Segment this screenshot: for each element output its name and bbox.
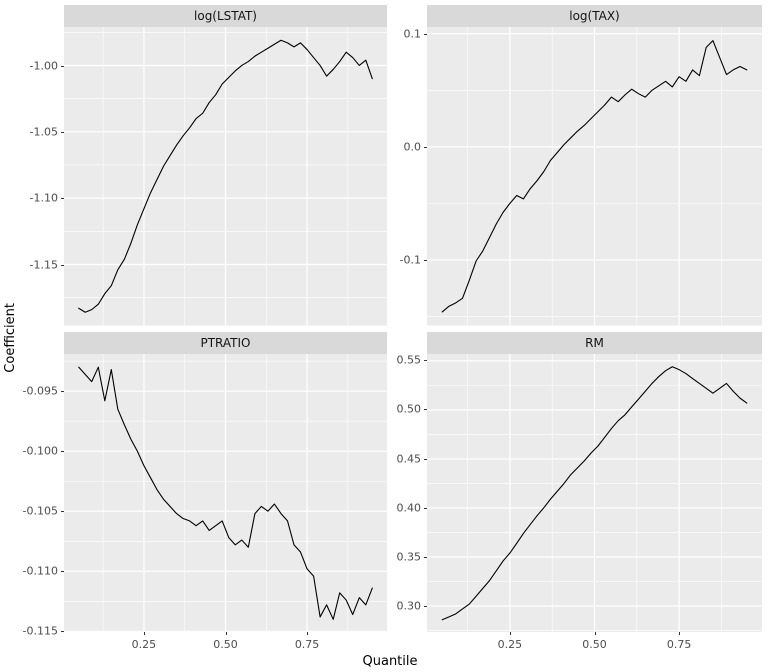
y-tick-mark	[61, 198, 64, 200]
line-plot-log-tax	[427, 27, 762, 326]
x-tick-label: 0.25	[131, 638, 157, 651]
x-tick-label: 0.25	[497, 638, 523, 651]
y-tick-mark	[424, 458, 427, 460]
facet-strip-label: log(TAX)	[569, 9, 620, 23]
line-plot-ptratio	[64, 353, 387, 632]
x-tick-label: 0.75	[294, 638, 320, 651]
x-tick-label: 0.50	[582, 638, 607, 651]
y-axis-ptratio: -0.115 -0.110 -0.105 -0.100 -0.095	[18, 354, 64, 638]
y-tick-mark	[61, 511, 64, 513]
y-tick-mark	[424, 605, 427, 607]
y-tick-mark	[424, 409, 427, 411]
line-plot-log-lstat	[64, 27, 387, 326]
facet-grid: log(LSTAT) -1.15 -1.10 -1.05 -1.00 log(TAX)…	[18, 5, 762, 652]
panel-log-lstat	[64, 27, 387, 326]
x-tick-mark	[594, 632, 596, 635]
y-tick-label: -0.100	[22, 444, 58, 458]
panel-rm	[427, 353, 762, 632]
y-tick-mark	[424, 556, 427, 558]
y-tick-mark	[424, 360, 427, 362]
y-tick-label: 0.35	[396, 550, 422, 564]
facet-log-tax: log(TAX) -0.1 0.0 0.1	[393, 5, 762, 326]
y-tick-mark	[61, 571, 64, 573]
x-tick-mark	[679, 632, 681, 635]
facet-strip-label: RM	[585, 335, 604, 350]
facet-strip-label: log(LSTAT)	[194, 9, 257, 23]
x-tick-mark	[225, 632, 227, 635]
facet-strip-label: PTRATIO	[200, 335, 251, 350]
y-tick-mark	[61, 131, 64, 133]
y-tick-label: -1.15	[29, 258, 58, 272]
y-tick-mark	[61, 450, 64, 452]
x-tick-mark	[509, 632, 511, 635]
y-tick-label: 0.45	[396, 452, 422, 466]
y-tick-label: -1.05	[29, 125, 58, 139]
x-axis-ptratio: 0.25 0.50 0.75	[64, 632, 387, 652]
x-axis-rm: 0.25 0.50 0.75	[427, 632, 762, 652]
y-axis-log-tax: -0.1 0.0 0.1	[393, 27, 427, 326]
y-tick-label: 0.50	[396, 402, 422, 416]
facet-strip: log(TAX)	[427, 5, 762, 27]
x-tick-label: 0.50	[213, 638, 238, 651]
y-tick-label: -0.110	[22, 564, 58, 578]
facet-rm: RM 0.30 0.35 0.40 0.45 0.50 0.55 0.25 0.50 0.75	[393, 331, 762, 653]
y-tick-label: -1.10	[29, 191, 58, 205]
y-tick-mark	[61, 390, 64, 392]
y-axis-title-label: Coefficient	[2, 302, 18, 373]
y-tick-label: 0.0	[403, 140, 422, 154]
x-axis-title: Quantile	[18, 652, 762, 670]
facet-strip: PTRATIO	[64, 331, 387, 354]
y-tick-mark	[61, 631, 64, 633]
panel-log-tax	[427, 27, 762, 326]
y-tick-mark	[424, 507, 427, 509]
y-tick-label: -0.115	[22, 624, 58, 638]
x-tick-mark	[143, 632, 145, 635]
line-plot-rm	[427, 353, 762, 632]
y-tick-label: -0.095	[22, 384, 58, 398]
x-tick-mark	[307, 632, 309, 635]
x-axis-title-label: Quantile	[362, 653, 418, 669]
y-tick-mark	[424, 147, 427, 149]
plot-area: log(LSTAT) -1.15 -1.10 -1.05 -1.00 log(TAX)…	[18, 5, 762, 670]
y-tick-mark	[61, 264, 64, 266]
facet-strip: log(LSTAT)	[64, 5, 387, 27]
facet-strip: RM	[427, 331, 762, 354]
y-tick-label: -0.105	[22, 504, 58, 518]
panel-ptratio	[64, 353, 387, 632]
y-tick-mark	[424, 260, 427, 262]
y-tick-mark	[61, 65, 64, 67]
y-tick-label: 0.1	[403, 27, 422, 41]
y-axis-rm: 0.30 0.35 0.40 0.45 0.50 0.55	[393, 354, 427, 633]
y-tick-label: 0.40	[396, 501, 422, 515]
x-tick-label: 0.75	[666, 638, 692, 651]
y-axis-title: Coefficient	[2, 5, 18, 670]
y-tick-label: -1.00	[29, 59, 58, 73]
y-tick-label: 0.30	[396, 599, 422, 613]
y-tick-mark	[424, 33, 427, 35]
facet-log-lstat: log(LSTAT) -1.15 -1.10 -1.05 -1.00	[18, 5, 387, 326]
facet-ptratio: PTRATIO -0.115 -0.110 -0.105 -0.100 -0.095 0…	[18, 331, 387, 653]
y-tick-label: 0.55	[396, 353, 422, 367]
y-tick-label: -0.1	[399, 253, 421, 267]
y-axis-log-lstat: -1.15 -1.10 -1.05 -1.00	[18, 27, 64, 326]
